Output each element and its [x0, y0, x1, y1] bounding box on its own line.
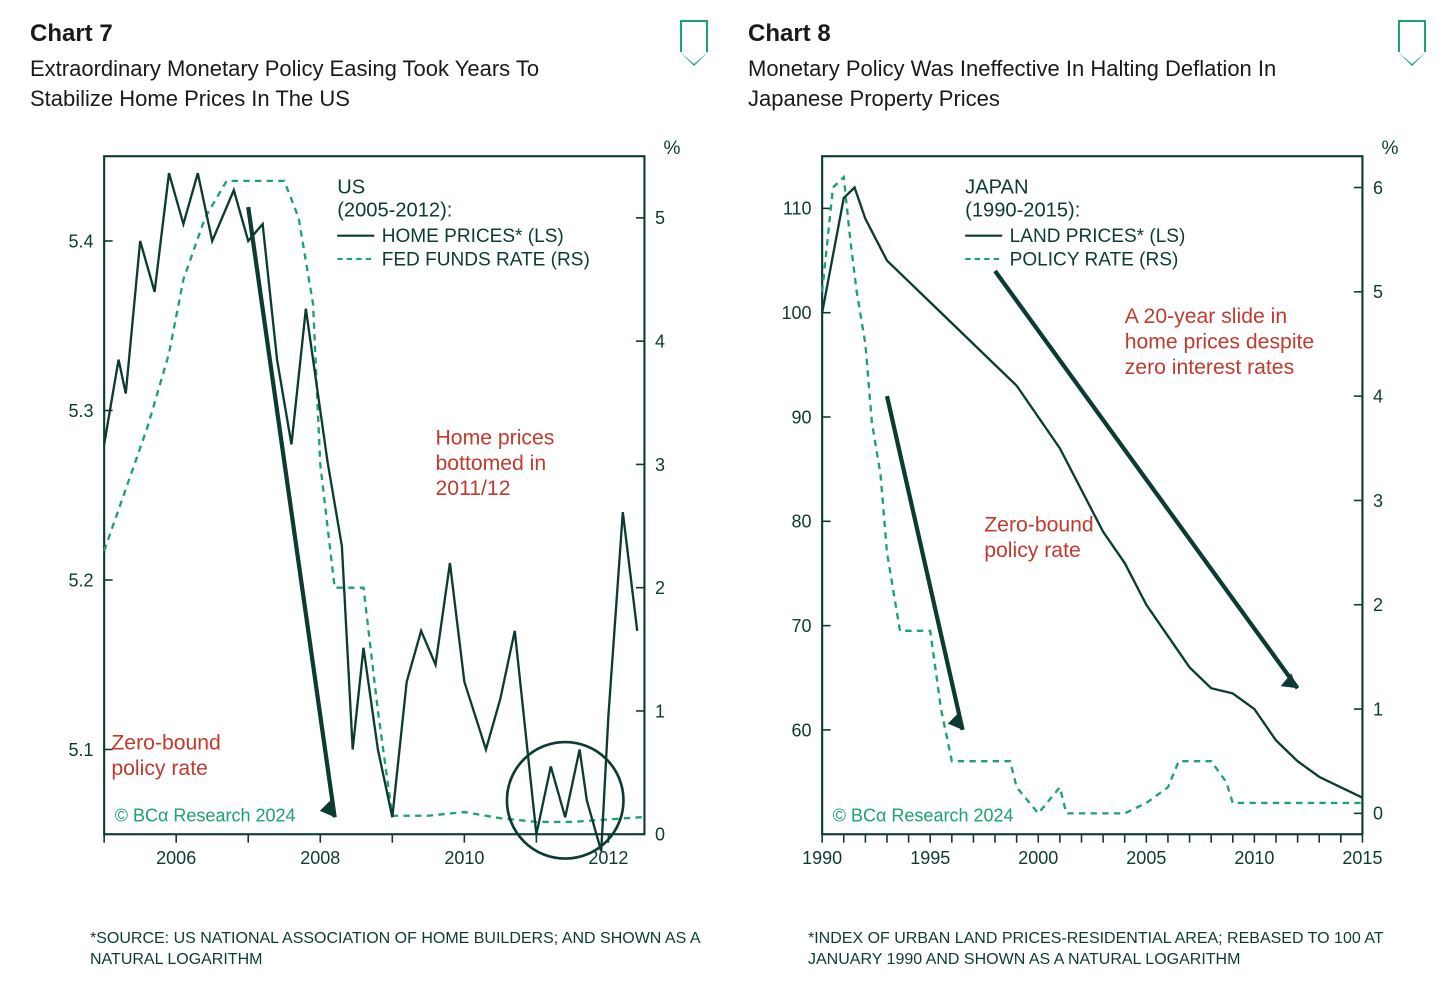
bookmark-icon[interactable] [1398, 20, 1426, 52]
chart7-panel: Chart 7 Extraordinary Monetary Policy Ea… [30, 20, 708, 971]
svg-text:1: 1 [1373, 700, 1383, 720]
svg-text:2006: 2006 [156, 848, 196, 868]
svg-text:6: 6 [1373, 178, 1383, 198]
svg-text:5: 5 [1373, 283, 1383, 303]
chart8-title: Chart 8 [748, 20, 1398, 48]
svg-text:3: 3 [655, 455, 665, 475]
svg-text:2011/12: 2011/12 [436, 478, 511, 501]
svg-text:1990: 1990 [802, 848, 842, 868]
svg-text:LAND PRICES* (LS): LAND PRICES* (LS) [1010, 226, 1186, 247]
svg-text:policy rate: policy rate [111, 757, 208, 780]
chart8-panel: Chart 8 Monetary Policy Was Ineffective … [748, 20, 1426, 971]
svg-text:bottomed in: bottomed in [436, 452, 547, 475]
svg-text:110: 110 [783, 199, 812, 219]
svg-text:Zero-bound: Zero-bound [984, 514, 1093, 537]
chart7-subtitle: Extraordinary Monetary Policy Easing Too… [30, 54, 600, 113]
svg-text:Home prices: Home prices [436, 427, 555, 450]
svg-text:5: 5 [655, 209, 665, 229]
svg-text:2010: 2010 [1234, 848, 1274, 868]
svg-text:1: 1 [655, 702, 665, 722]
chart8-subtitle: Monetary Policy Was Ineffective In Halti… [748, 54, 1318, 113]
svg-text:90: 90 [792, 408, 812, 428]
svg-text:100: 100 [782, 303, 812, 323]
svg-text:1995: 1995 [910, 848, 950, 868]
svg-text:2000: 2000 [1018, 848, 1058, 868]
svg-text:0: 0 [655, 825, 665, 845]
svg-text:80: 80 [792, 512, 812, 532]
bookmark-icon[interactable] [680, 20, 708, 52]
svg-text:%: % [664, 138, 681, 159]
svg-text:2008: 2008 [300, 848, 340, 868]
svg-text:POLICY RATE (RS): POLICY RATE (RS) [1010, 250, 1179, 271]
svg-text:A 20-year slide in: A 20-year slide in [1125, 306, 1287, 329]
svg-text:2015: 2015 [1342, 848, 1382, 868]
svg-text:0: 0 [1373, 804, 1383, 824]
chart8-footnote: *INDEX OF URBAN LAND PRICES-RESIDENTIAL … [748, 929, 1426, 971]
chart7-footnote: *SOURCE: US NATIONAL ASSOCIATION OF HOME… [30, 929, 708, 971]
chart8-plot: 60 70 80 90 100 110 0 1 2 3 4 5 6 1990 1995 2000 2005 201… [748, 131, 1426, 923]
svg-text:2: 2 [1373, 595, 1383, 615]
svg-text:2010: 2010 [444, 848, 484, 868]
chart7-plot: 5.15.25.35.40123452006200820102012%US(20… [30, 131, 708, 923]
svg-text:US: US [337, 177, 365, 199]
svg-text:JAPAN: JAPAN [965, 177, 1028, 199]
svg-text:(2005-2012):: (2005-2012): [337, 200, 452, 222]
svg-text:60: 60 [792, 721, 812, 741]
svg-text:© BCα Research 2024: © BCα Research 2024 [833, 806, 1014, 826]
svg-text:2: 2 [655, 578, 665, 598]
svg-text:4: 4 [655, 332, 665, 352]
svg-text:home prices despite: home prices despite [1125, 331, 1314, 354]
chart7-title: Chart 7 [30, 20, 680, 48]
svg-text:Zero-bound: Zero-bound [111, 732, 220, 755]
svg-text:%: % [1382, 138, 1399, 159]
svg-text:4: 4 [1373, 387, 1383, 407]
svg-text:© BCα Research 2024: © BCα Research 2024 [115, 806, 296, 826]
svg-text:70: 70 [792, 616, 812, 636]
svg-text:5.3: 5.3 [69, 401, 94, 421]
svg-text:(1990-2015):: (1990-2015): [965, 200, 1080, 222]
svg-text:5.1: 5.1 [69, 740, 94, 760]
svg-text:FED FUNDS RATE (RS): FED FUNDS RATE (RS) [382, 250, 590, 271]
svg-text:5.4: 5.4 [69, 232, 94, 252]
svg-text:2005: 2005 [1126, 848, 1166, 868]
svg-text:3: 3 [1373, 491, 1383, 511]
svg-text:HOME PRICES* (LS): HOME PRICES* (LS) [382, 226, 564, 247]
svg-text:policy rate: policy rate [984, 540, 1081, 563]
svg-text:5.2: 5.2 [69, 571, 94, 591]
svg-text:zero interest rates: zero interest rates [1125, 356, 1294, 379]
